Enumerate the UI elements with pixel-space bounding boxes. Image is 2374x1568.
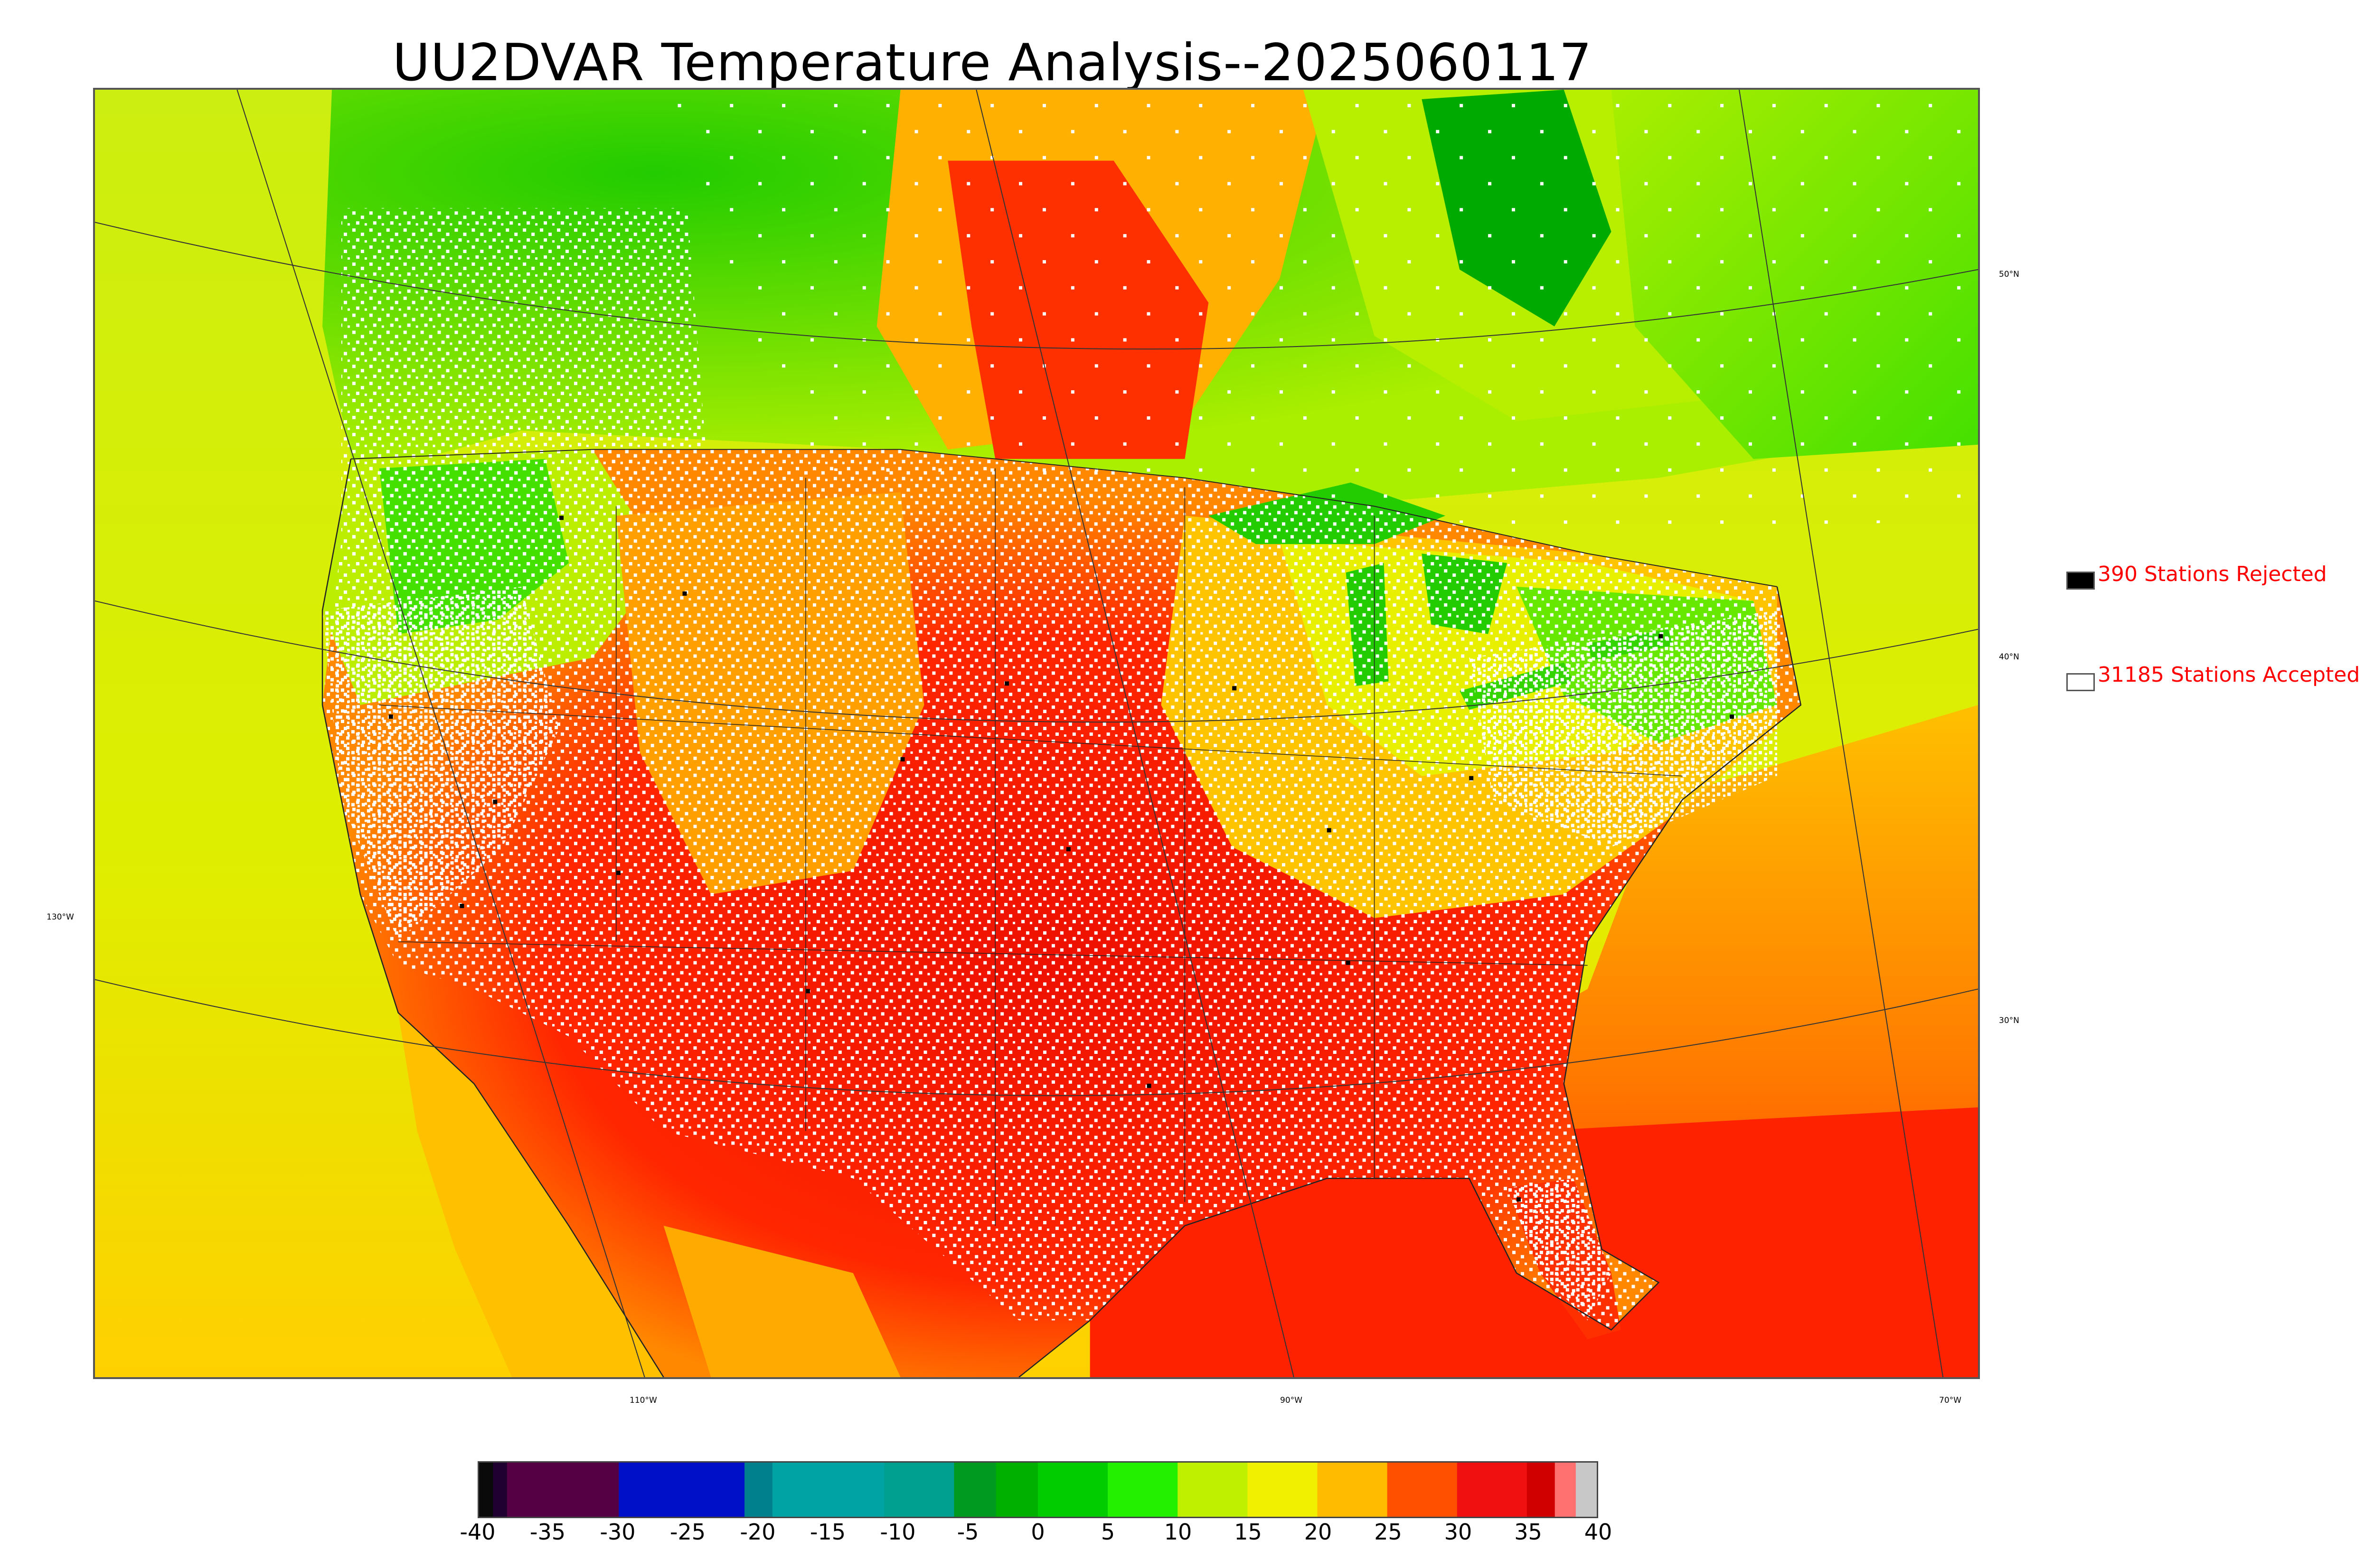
lat-label-50n: 50°N (1999, 270, 2019, 279)
colorbar-segment (507, 1463, 620, 1517)
colorbar-tick-label: 10 (1164, 1519, 1192, 1545)
rejected-legend-label: 390 Stations Rejected (2098, 562, 2327, 586)
colorbar-tick-label: -40 (460, 1519, 496, 1545)
colorbar-segment (1247, 1463, 1318, 1517)
colorbar-tick-label: -30 (600, 1519, 636, 1545)
colorbar-segment (1038, 1463, 1109, 1517)
colorbar-segment (479, 1463, 494, 1517)
colorbar-segment (1457, 1463, 1528, 1517)
lon-label-110w: 110°W (630, 1396, 657, 1405)
accepted-stations-florida (1507, 1178, 1611, 1321)
rejected-stations (388, 516, 1734, 1202)
accepted-stations-conus (322, 449, 1801, 1330)
colorbar-segment (884, 1463, 955, 1517)
lon-label-130w: 130°W (47, 912, 74, 922)
colorbar-tick-label: -25 (669, 1519, 706, 1545)
accepted-stations-canada-sparse (663, 90, 1978, 540)
mexico-warm (663, 1225, 901, 1377)
colorbar-tick-label: 25 (1374, 1519, 1402, 1545)
lon-label-70w: 70°W (1939, 1396, 1961, 1405)
colorbar-tick-label: 5 (1101, 1519, 1115, 1545)
colorbar-tick-label: 0 (1031, 1519, 1045, 1545)
colorbar-segment (619, 1463, 745, 1517)
colorbar-segment (954, 1463, 997, 1517)
colorbar-tick-label: -20 (740, 1519, 776, 1545)
accepted-legend-swatch (2066, 673, 2095, 691)
colorbar-gradient (479, 1463, 1597, 1517)
colorbar-tick-label: 35 (1514, 1519, 1542, 1545)
colorbar-segment (744, 1463, 773, 1517)
colorbar-tick-label: 20 (1304, 1519, 1332, 1545)
boundaries (321, 449, 1802, 1377)
chart-title: UU2DVAR Temperature Analysis--2025060117 (392, 33, 1592, 93)
colorbar-tick-label: -5 (957, 1519, 979, 1545)
colorbar-tick-label: -10 (880, 1519, 916, 1545)
colorbar-segment (1178, 1463, 1248, 1517)
lat-label-40n: 40°N (1999, 652, 2019, 662)
colorbar-tick-label: 40 (1584, 1519, 1612, 1545)
colorbar-segment (493, 1463, 508, 1517)
colorbar-segment (996, 1463, 1039, 1517)
colorbar-segment (1387, 1463, 1458, 1517)
colorbar (478, 1461, 1598, 1518)
colorbar-tick-label: 15 (1234, 1519, 1262, 1545)
lon-label-90w: 90°W (1280, 1396, 1302, 1405)
baja-region (398, 1013, 664, 1377)
accepted-legend-label: 31185 Stations Accepted (2098, 663, 2360, 687)
lat-label-30n: 30°N (1999, 1016, 2019, 1025)
colorbar-segment (1526, 1463, 1556, 1517)
colorbar-tick-label: -35 (529, 1519, 566, 1545)
temperature-map[interactable] (93, 88, 1980, 1379)
colorbar-segment (1575, 1463, 1597, 1517)
colorbar-segment (1317, 1463, 1388, 1517)
colorbar-tick-label: -15 (810, 1519, 846, 1545)
rejected-legend-swatch (2066, 572, 2095, 590)
accepted-stations-northeast (1469, 610, 1777, 847)
map-canvas (95, 90, 1978, 1377)
accepted-stations-west-coast (322, 586, 560, 942)
colorbar-segment (1554, 1463, 1577, 1517)
colorbar-segment (1108, 1463, 1178, 1517)
graticule (95, 90, 1978, 1377)
colorbar-tick-label: 30 (1444, 1519, 1472, 1545)
accepted-stations-canada-west (341, 208, 711, 610)
colorbar-segment (772, 1463, 885, 1517)
